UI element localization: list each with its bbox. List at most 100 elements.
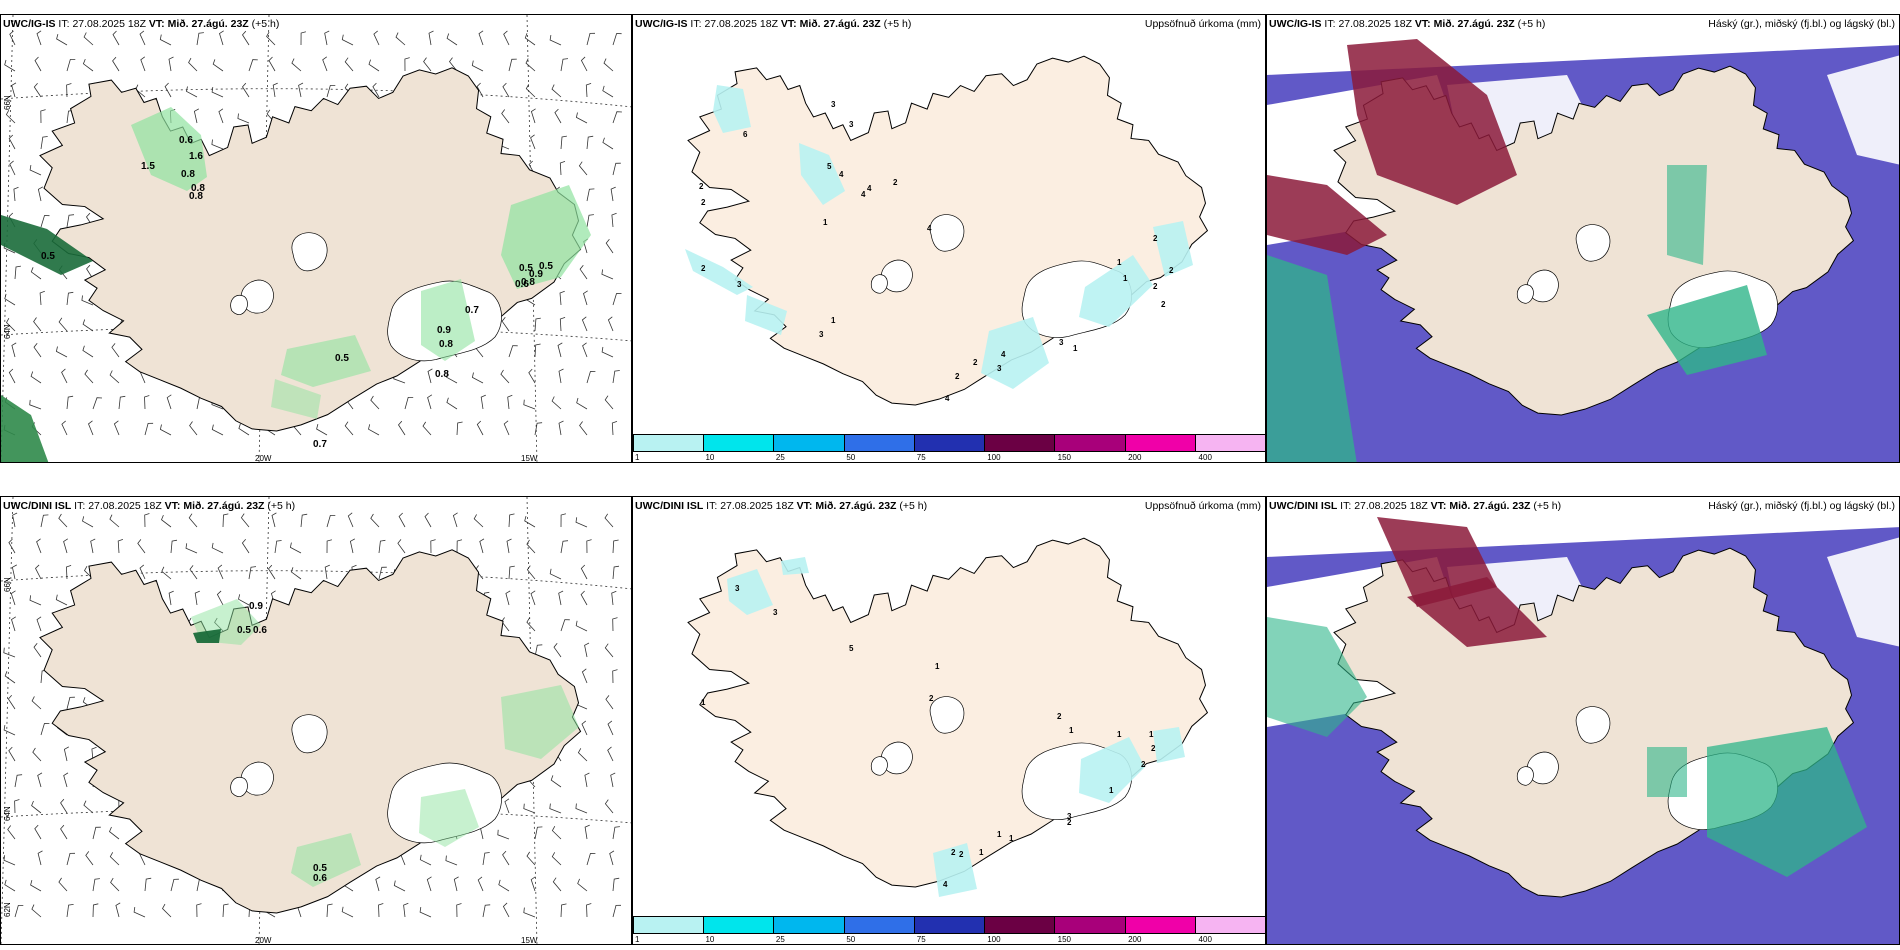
wind-barb [55,594,68,606]
wind-barb [30,267,42,280]
wind-barb [4,671,16,684]
wind-barb [534,317,541,332]
wind-barb [378,539,386,554]
gust-label: 0.6 [179,135,193,146]
gust-label: 0.8 [181,169,195,180]
panel-header: UWC/DINI ISL IT: 27.08.2025 18Z VT: Mið.… [635,500,928,512]
wind-barb [271,512,277,528]
wind-barb [66,59,76,72]
wind-barb [267,564,276,580]
panel-dini-cloud: UWC/DINI ISL IT: 27.08.2025 18Z VT: Mið.… [1266,496,1900,945]
graticule-line [1,570,631,590]
lat-label-64n: 64N [3,806,12,821]
wind-barb [30,371,42,384]
gust-area [419,789,479,847]
wind-barb [526,565,536,580]
glacier [291,232,328,272]
precip-label: 5 [827,162,832,171]
wind-barb [534,422,543,436]
wind-barb [607,720,614,736]
wind-barb [3,725,16,736]
wind-barb [161,566,172,580]
gust-label: 1.6 [189,151,203,162]
wind-barb [473,514,484,528]
wind-barb [11,616,17,632]
wind-barb [344,57,354,72]
colorbar-tick-label: 75 [916,935,926,944]
gust-label: 0.5 [519,263,533,274]
wind-barb [8,538,16,554]
wind-barb [524,33,536,46]
wind-barb [274,540,282,554]
wind-barb [139,30,146,46]
precip-label: 3 [1067,812,1072,821]
colorbar-tick-label: 10 [705,935,715,944]
precip-label: 2 [1153,282,1158,291]
wind-barb [479,538,485,554]
wind-barb [448,57,458,72]
wind-barb [586,214,594,228]
wind-barb [219,30,224,46]
gust-area [131,107,207,191]
wind-barb [601,346,614,358]
wind-barb [525,58,536,72]
precip-label: 3 [1059,338,1064,347]
wind-barb [92,878,100,892]
colorbar-tick-label: 400 [1198,453,1212,462]
wind-barb [170,539,178,554]
wind-barb [4,59,16,72]
wind-barb [58,877,68,892]
wind-barb [164,82,172,98]
wind-barb [560,513,567,528]
wind-barb [611,212,617,228]
precip-label: 1 [1117,258,1122,267]
wind-barb [503,420,510,436]
wind-barb [272,82,278,98]
precip-label: 1 [1109,786,1114,795]
wind-barb [551,84,562,98]
wind-barb [560,540,569,554]
wind-barb [36,616,42,632]
wind-barb [40,723,50,736]
precip-label: 2 [929,694,934,703]
precip-label: 1 [1123,274,1128,283]
wind-barb [66,83,72,98]
wind-barb [427,394,433,410]
wind-barb [580,590,588,606]
precip-label: 1 [823,218,828,227]
wind-barb [82,516,94,528]
precip-label: 1 [1117,730,1122,739]
wind-barb [133,907,146,918]
panel-subtitle: Háský (gr.), miðský (fj.bl.) og lágský (… [1708,18,1895,30]
wind-barb [500,369,510,384]
precip-area [1153,221,1193,277]
colorbar-tick-label: 50 [846,453,856,462]
wind-barb [501,109,510,124]
wind-barb [534,343,541,358]
colorbar-swatch [774,435,845,451]
wind-barb [403,902,409,918]
glacier [870,274,888,294]
wind-barb [188,57,198,72]
wind-barb [505,590,511,606]
wind-barb [607,746,614,762]
precip-area [933,843,977,897]
wind-barb [63,746,69,762]
wind-barb [37,772,43,788]
wind-barb [40,215,50,228]
precip-label: 4 [927,224,932,233]
wind-barb [397,420,406,436]
wind-barb [581,668,588,684]
lon-label-20w: 20W [255,454,272,463]
wind-barb [612,370,620,384]
glacier [1516,284,1534,304]
colorbar-tick-label: 25 [775,453,785,462]
precip-label: 5 [849,644,854,653]
precip-area [727,569,773,615]
colorbar-tick-label: 200 [1128,935,1142,944]
wind-barb [508,513,515,528]
precip-label: 1 [1009,834,1014,843]
wind-barb [166,394,172,410]
precip-label: 2 [701,264,706,273]
gust-area [501,185,591,289]
